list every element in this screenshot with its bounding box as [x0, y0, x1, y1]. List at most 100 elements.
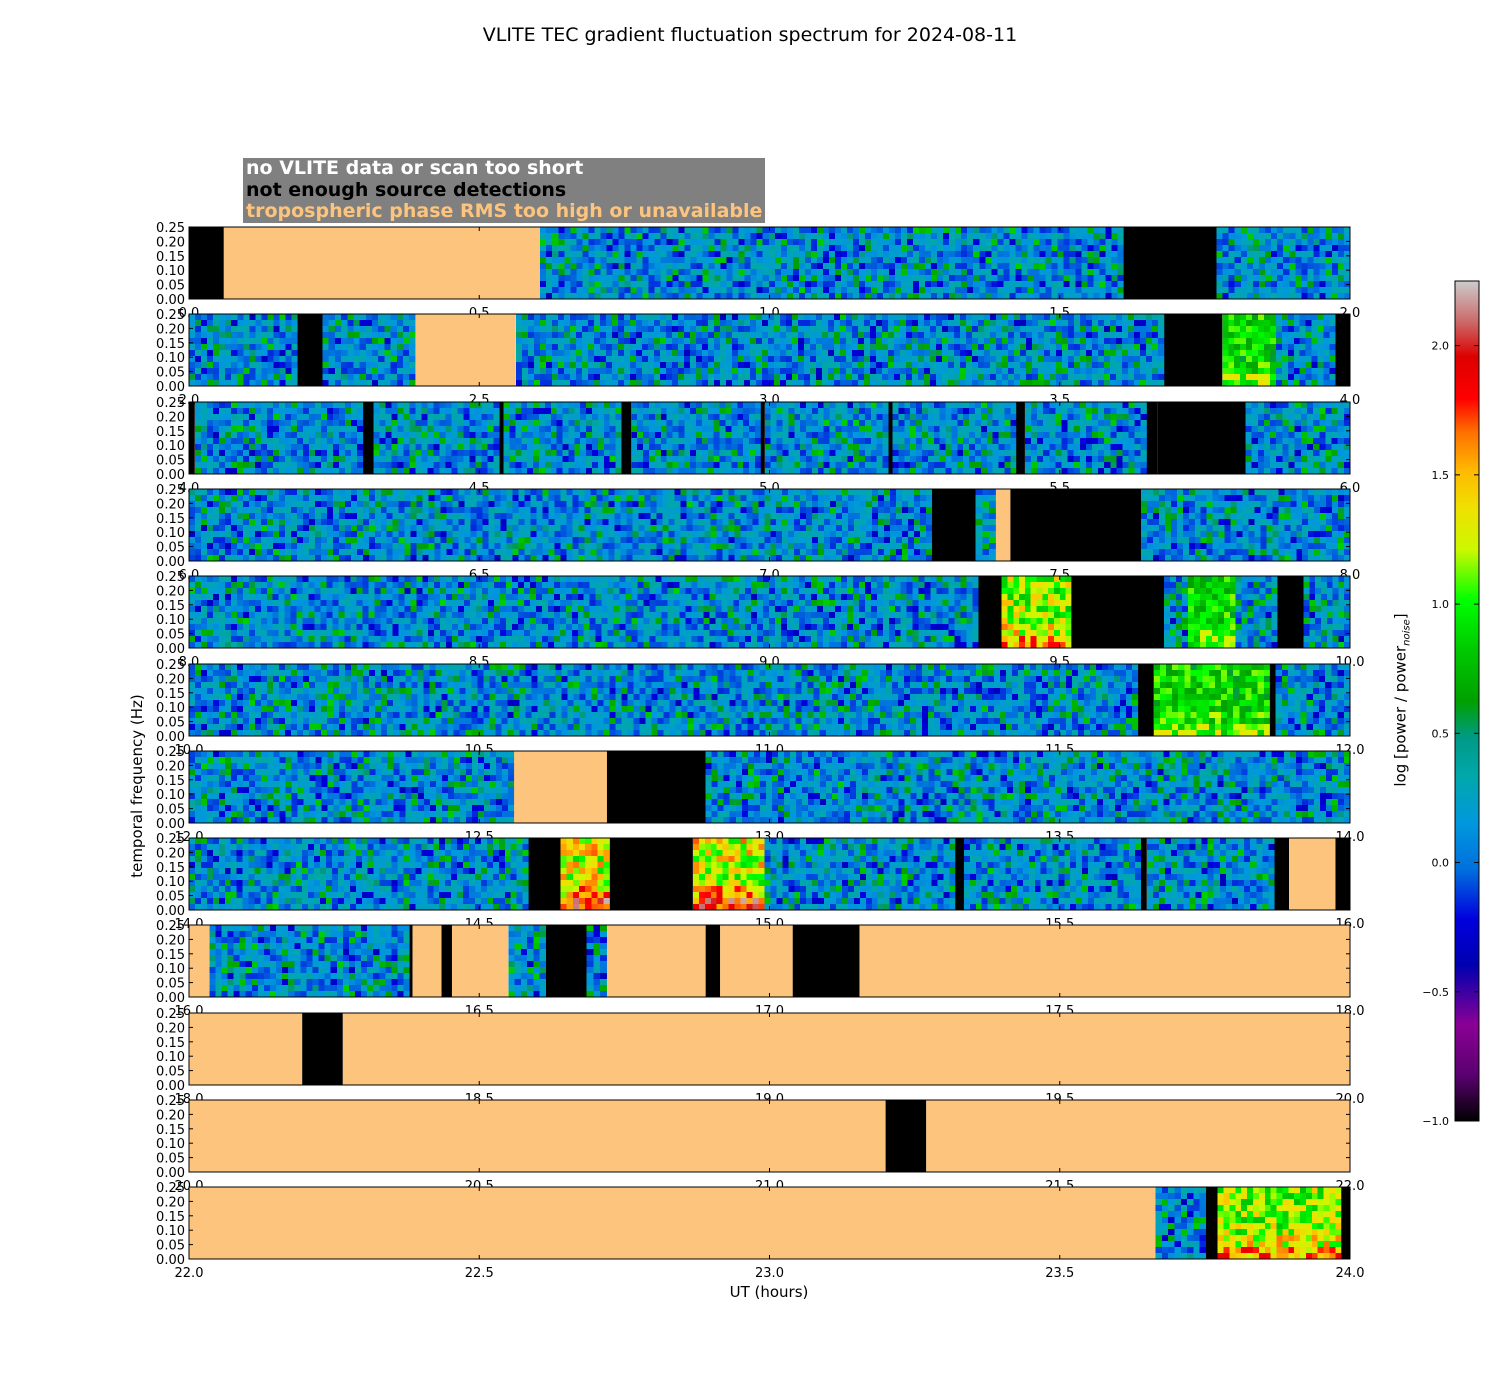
y-tick-label: 0.10	[156, 788, 185, 803]
spectrum-segment	[189, 314, 298, 387]
y-tick-label: 0.15	[156, 687, 185, 702]
mask-white	[1206, 1187, 1218, 1259]
mask-orange	[514, 751, 607, 823]
y-tick-label: 0.05	[156, 1239, 185, 1254]
y-tick-label: 0.05	[156, 716, 185, 731]
y-tick-label: 0.05	[156, 279, 185, 294]
y-tick-label: 0.15	[156, 337, 185, 352]
y-tick-label: 0.15	[156, 1210, 185, 1225]
spectrum-segment	[508, 925, 547, 998]
spectrum-segment	[322, 314, 416, 387]
mask-orange	[189, 925, 210, 997]
panel-7: 0.250.200.150.100.050.0014.014.515.015.5…	[156, 832, 1364, 932]
y-tick-label: 0.10	[156, 351, 185, 366]
spectrum-segment	[189, 838, 529, 911]
colorbar-label-main: log [power / power	[1391, 645, 1410, 787]
spectrum-segment	[764, 402, 889, 475]
y-tick-label: 0.05	[156, 977, 185, 992]
mask-white	[441, 925, 452, 997]
colorbar-tick-label: 0.5	[1432, 727, 1450, 740]
panel-3: 0.250.200.150.100.050.006.06.57.07.58.0	[156, 483, 1360, 583]
mask-orange	[451, 925, 509, 997]
colorbar	[1454, 280, 1480, 1122]
y-tick-label: 0.20	[156, 759, 185, 774]
panel-10: 0.250.200.150.100.050.0020.020.521.021.5…	[156, 1094, 1364, 1194]
x-tick-label: 22.0	[175, 1266, 204, 1281]
y-tick-label: 0.25	[156, 221, 185, 236]
spectrum-segment	[963, 838, 1142, 911]
y-tick-label: 0.05	[156, 1152, 185, 1167]
mask-white	[1157, 402, 1246, 474]
mask-black	[621, 402, 632, 474]
mask-black	[888, 402, 893, 474]
y-tick-label: 0.10	[156, 875, 185, 890]
spectrum-segment	[1216, 227, 1351, 300]
mask-orange	[720, 925, 793, 997]
spectrum-segment	[1141, 489, 1351, 562]
mask-white	[189, 227, 224, 299]
colorbar-tick-label: 1.0	[1432, 598, 1450, 611]
mask-white	[606, 751, 706, 823]
y-tick-label: 0.15	[156, 774, 185, 789]
mask-orange	[995, 489, 1011, 561]
mask-white	[297, 314, 323, 386]
y-tick-label: 0.25	[156, 745, 185, 760]
y-tick-label: 0.00	[156, 293, 185, 308]
mask-white	[1274, 838, 1290, 910]
mask-white	[1141, 838, 1147, 910]
spectrum-segment	[1217, 1187, 1342, 1260]
mask-black	[1146, 402, 1158, 474]
mask-white	[1071, 576, 1165, 648]
colorbar-label-sub: noise	[1401, 619, 1413, 646]
colorbar-label-end: ]	[1391, 613, 1410, 620]
mask-orange	[859, 925, 1350, 997]
spectrum-segment	[1303, 576, 1351, 649]
spectrum-segment	[1146, 838, 1275, 911]
mask-black	[363, 402, 374, 474]
mask-black	[499, 402, 504, 474]
colorbar-tick-label: −0.5	[1422, 986, 1449, 999]
mask-white	[1277, 576, 1304, 648]
y-tick-label: 0.10	[156, 526, 185, 541]
y-tick-label: 0.00	[156, 555, 185, 570]
spectrum-segment	[189, 576, 979, 649]
mask-white	[1123, 227, 1217, 299]
y-tick-label: 0.20	[156, 933, 185, 948]
spectrum-segment	[586, 925, 608, 998]
legend-not-enough-detections: not enough source detections	[246, 178, 567, 201]
y-tick-label: 0.25	[156, 1181, 185, 1196]
y-tick-label: 0.05	[156, 366, 185, 381]
y-tick-label: 0.10	[156, 1224, 185, 1239]
spectrum-segment	[515, 314, 1165, 387]
panel-0: 0.250.200.150.100.050.000.00.51.01.52.0	[156, 221, 1360, 321]
y-tick-label: 0.25	[156, 1094, 185, 1109]
y-tick-label: 0.20	[156, 846, 185, 861]
spectrum-segment	[705, 751, 1351, 824]
spectrum-segment	[189, 489, 933, 562]
mask-black	[1269, 664, 1276, 736]
y-tick-label: 0.00	[156, 1079, 185, 1094]
y-tick-label: 0.00	[156, 817, 185, 832]
y-tick-label: 0.20	[156, 322, 185, 337]
colorbar-tick-label: −1.0	[1422, 1115, 1449, 1128]
mask-white	[609, 838, 693, 910]
y-tick-label: 0.20	[156, 1108, 185, 1123]
spectrum-segment	[1245, 402, 1351, 475]
spectrum-segment	[1001, 576, 1072, 649]
spectrum-segment	[560, 838, 611, 911]
panel-5: 0.250.200.150.100.050.0010.010.511.011.5…	[156, 658, 1364, 758]
mask-white	[885, 1100, 927, 1172]
colorbar-tick-label: 2.0	[1432, 340, 1450, 353]
mask-white	[409, 925, 413, 997]
y-tick-label: 0.25	[156, 1007, 185, 1022]
spectrum-segment	[189, 664, 1139, 737]
spectrum-segment	[1024, 402, 1148, 475]
spectrum-segment	[631, 402, 762, 475]
y-tick-label: 0.20	[156, 672, 185, 687]
spectrum-segment	[1275, 664, 1351, 737]
y-tick-label: 0.00	[156, 991, 185, 1006]
mask-orange	[189, 1187, 1156, 1259]
y-tick-label: 0.20	[156, 584, 185, 599]
spectrum-segment	[194, 402, 364, 475]
y-tick-label: 0.25	[156, 658, 185, 673]
